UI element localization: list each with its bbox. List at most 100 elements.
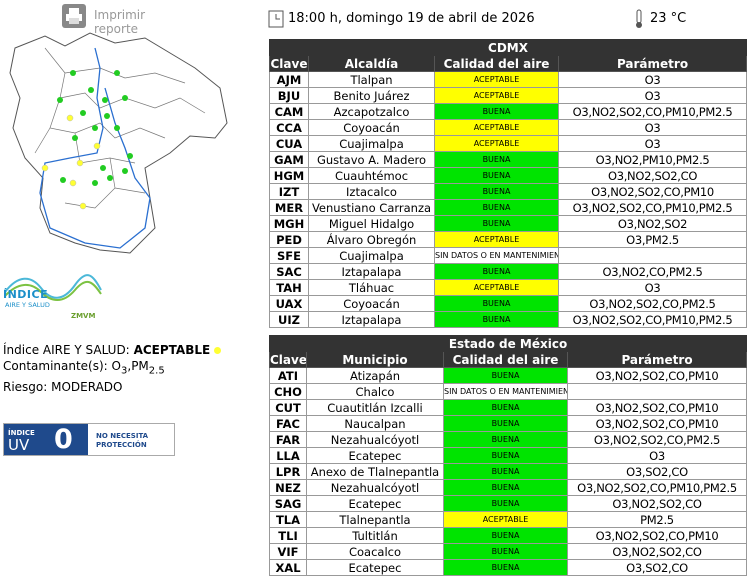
air-quality: BUENA — [434, 151, 559, 168]
air-quality: ACEPTABLE — [434, 71, 559, 88]
municipality: Álvaro Obregón — [308, 231, 435, 248]
municipality: Nezahualcóyotl — [306, 431, 444, 448]
municipality: Nezahualcóyotl — [306, 479, 444, 496]
station-code: MGH — [269, 215, 309, 232]
station-code: VIF — [269, 543, 307, 560]
municipality: Iztapalapa — [308, 311, 435, 328]
municipality: Miguel Hidalgo — [308, 215, 435, 232]
air-quality: BUENA — [434, 311, 559, 328]
station-row: SAG Ecatepec BUENA O3,NO2,SO2,CO — [269, 495, 748, 512]
station-code: AJM — [269, 71, 309, 88]
parameters: O3,NO2,SO2,CO,PM10 — [566, 415, 748, 432]
temperature: 23 °C — [650, 11, 687, 26]
station-code: XAL — [269, 559, 307, 576]
station-row: PED Álvaro Obregón ACEPTABLE O3,PM2.5 — [269, 231, 748, 248]
uv-label-top: ÍNDICE — [8, 429, 35, 437]
air-quality: BUENA — [434, 199, 559, 216]
municipality: Cuauhtémoc — [308, 167, 435, 184]
air-quality: BUENA — [443, 479, 568, 496]
air-quality: SIN DATOS O EN MANTENIMIENTO — [443, 383, 568, 400]
municipality: Tlalpan — [308, 71, 435, 88]
uv-panel: ÍNDICE UV 0 — [4, 424, 88, 455]
datetime: 18:00 h, domingo 19 de abril de 2026 — [288, 11, 535, 26]
pollutant-text: ,PM — [127, 359, 149, 373]
parameters: O3,NO2,SO2,CO,PM2.5 — [557, 295, 748, 312]
air-quality: BUENA — [443, 495, 568, 512]
column-header: Calidad del aire — [443, 351, 568, 368]
uv-box: ÍNDICE UV 0 NO NECESITA PROTECCIÓN — [3, 423, 175, 456]
station-row: CAM Azcapotzalco BUENA O3,NO2,SO2,CO,PM10,P… — [269, 103, 748, 120]
title-row: CDMX — [268, 39, 748, 56]
air-quality: BUENA — [434, 295, 559, 312]
station-row: VIF Coacalco BUENA O3,NO2,SO2,CO — [269, 543, 748, 560]
station-row: GAM Gustavo A. Madero BUENA O3,NO2,PM10,PM2… — [269, 151, 748, 168]
pollutant-text: O — [111, 359, 121, 373]
station-row: CCA Coyoacán ACEPTABLE O3 — [269, 119, 748, 136]
station-code: CUA — [269, 135, 309, 152]
station-row: SFE Cuajimalpa SIN DATOS O EN MANTENIMIENT… — [269, 247, 748, 264]
parameters: O3 — [557, 135, 748, 152]
municipality: Benito Juárez — [308, 87, 435, 104]
index-label: Índice AIRE Y SALUD: — [3, 343, 130, 357]
station-row: HGM Cuauhtémoc BUENA O3,NO2,SO2,CO — [269, 167, 748, 184]
station-code: SAG — [269, 495, 307, 512]
parameters — [566, 383, 748, 400]
station-code: LLA — [269, 447, 307, 464]
municipality: Cuajimalpa — [308, 247, 435, 264]
station-code: CUT — [269, 399, 307, 416]
station-row: SAC Iztapalapa BUENA O3,NO2,CO,PM2.5 — [269, 263, 748, 280]
parameters: O3 — [566, 447, 748, 464]
parameters: O3,NO2,SO2,CO — [566, 543, 748, 560]
air-quality: BUENA — [443, 463, 568, 480]
municipality: Venustiano Carranza — [308, 199, 435, 216]
table-title: CDMX — [268, 39, 748, 56]
municipality: Gustavo A. Madero — [308, 151, 435, 168]
air-quality: BUENA — [434, 183, 559, 200]
municipality: Chalco — [306, 383, 444, 400]
station-code: IZT — [269, 183, 309, 200]
parameters: O3,NO2,SO2,CO,PM10 — [566, 399, 748, 416]
municipality: Tultitlán — [306, 527, 444, 544]
station-code: MER — [269, 199, 309, 216]
station-code: UAX — [269, 295, 309, 312]
parameters: O3,SO2,CO — [566, 559, 748, 576]
station-row: IZT Iztacalco BUENA O3,NO2,SO2,CO,PM10 — [269, 183, 748, 200]
air-quality: ACEPTABLE — [434, 135, 559, 152]
station-row: FAC Naucalpan BUENA O3,NO2,SO2,CO,PM10 — [269, 415, 748, 432]
municipality: Anexo de Tlalnepantla — [306, 463, 444, 480]
title-row: Estado de México — [268, 335, 748, 352]
air-quality: BUENA — [443, 415, 568, 432]
parameters — [557, 247, 748, 264]
pollutant-sub: 3 — [121, 365, 128, 377]
parameters: O3 — [557, 119, 748, 136]
municipality: Cuautitlán Izcalli — [306, 399, 444, 416]
parameters: O3,NO2,SO2,CO,PM10,PM2.5 — [566, 479, 748, 496]
pollutants-label: Contaminante(s): — [3, 359, 108, 373]
air-quality: BUENA — [443, 527, 568, 544]
map — [9, 32, 228, 254]
air-quality: BUENA — [443, 559, 568, 576]
station-row: BJU Benito Juárez ACEPTABLE O3 — [269, 87, 748, 104]
print-button[interactable]: Imprimir reporte — [62, 4, 182, 36]
station-code: TLA — [269, 511, 307, 528]
index-dot — [214, 347, 222, 354]
logo-region: ZMVM — [71, 312, 96, 320]
parameters: O3 — [557, 279, 748, 296]
municipality: Tlalnepantla — [306, 511, 444, 528]
station-row: CHO Chalco SIN DATOS O EN MANTENIMIENTO — [269, 383, 748, 400]
station-code: CAM — [269, 103, 309, 120]
air-quality: SIN DATOS O EN MANTENIMIENTO — [434, 247, 559, 264]
header-row: Clave Alcaldía Calidad del aire Parámetro — [269, 55, 748, 72]
station-code: PED — [269, 231, 309, 248]
column-header: Alcaldía — [308, 55, 435, 72]
air-quality: ACEPTABLE — [434, 119, 559, 136]
parameters: O3,NO2,CO,PM2.5 — [557, 263, 748, 280]
parameters: O3,NO2,SO2,CO,PM10 — [566, 527, 748, 544]
municipality: Ecatepec — [306, 559, 444, 576]
air-quality: BUENA — [443, 447, 568, 464]
station-row: MGH Miguel Hidalgo BUENA O3,NO2,SO2 — [269, 215, 748, 232]
column-header: Clave — [269, 55, 309, 72]
station-row: AJM Tlalpan ACEPTABLE O3 — [269, 71, 748, 88]
parameters: O3,NO2,SO2,CO,PM10 — [557, 183, 748, 200]
